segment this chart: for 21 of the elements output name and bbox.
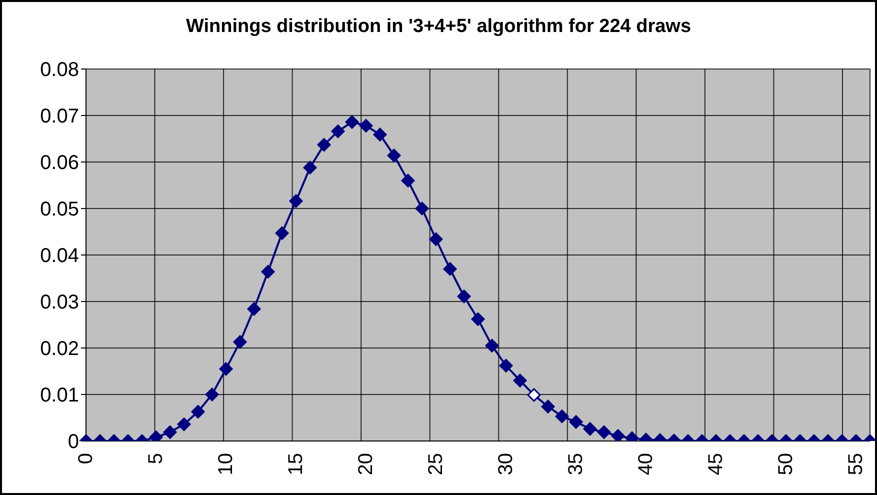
x-tick-label: 40 — [635, 453, 657, 476]
x-tick-label: 10 — [215, 453, 237, 476]
y-tick-label: 0.03 — [40, 292, 79, 314]
x-tick-label: 20 — [355, 453, 377, 476]
y-tick-label: 0.05 — [40, 198, 79, 221]
y-tick-label: 0.04 — [40, 245, 79, 268]
x-tick-label: 5 — [145, 453, 167, 464]
x-tick-label: 30 — [495, 453, 517, 476]
y-tick-label: 0.07 — [40, 106, 79, 128]
y-tick-label: 0.01 — [40, 384, 79, 407]
y-tick-label: 0.06 — [40, 152, 79, 174]
y-tick-label: 0.08 — [40, 59, 79, 82]
x-tick-label: 0 — [75, 453, 97, 464]
x-tick-label: 15 — [285, 453, 307, 476]
y-tick-label: 0.02 — [40, 338, 79, 360]
chart-title: Winnings distribution in '3+4+5' algorithm for 224 draws — [184, 16, 692, 38]
x-tick-label: 25 — [425, 453, 447, 476]
x-tick-label: 45 — [705, 453, 727, 476]
x-tick-label: 55 — [845, 453, 867, 476]
x-tick-label: 35 — [565, 453, 587, 476]
x-tick-label: 50 — [775, 453, 797, 476]
